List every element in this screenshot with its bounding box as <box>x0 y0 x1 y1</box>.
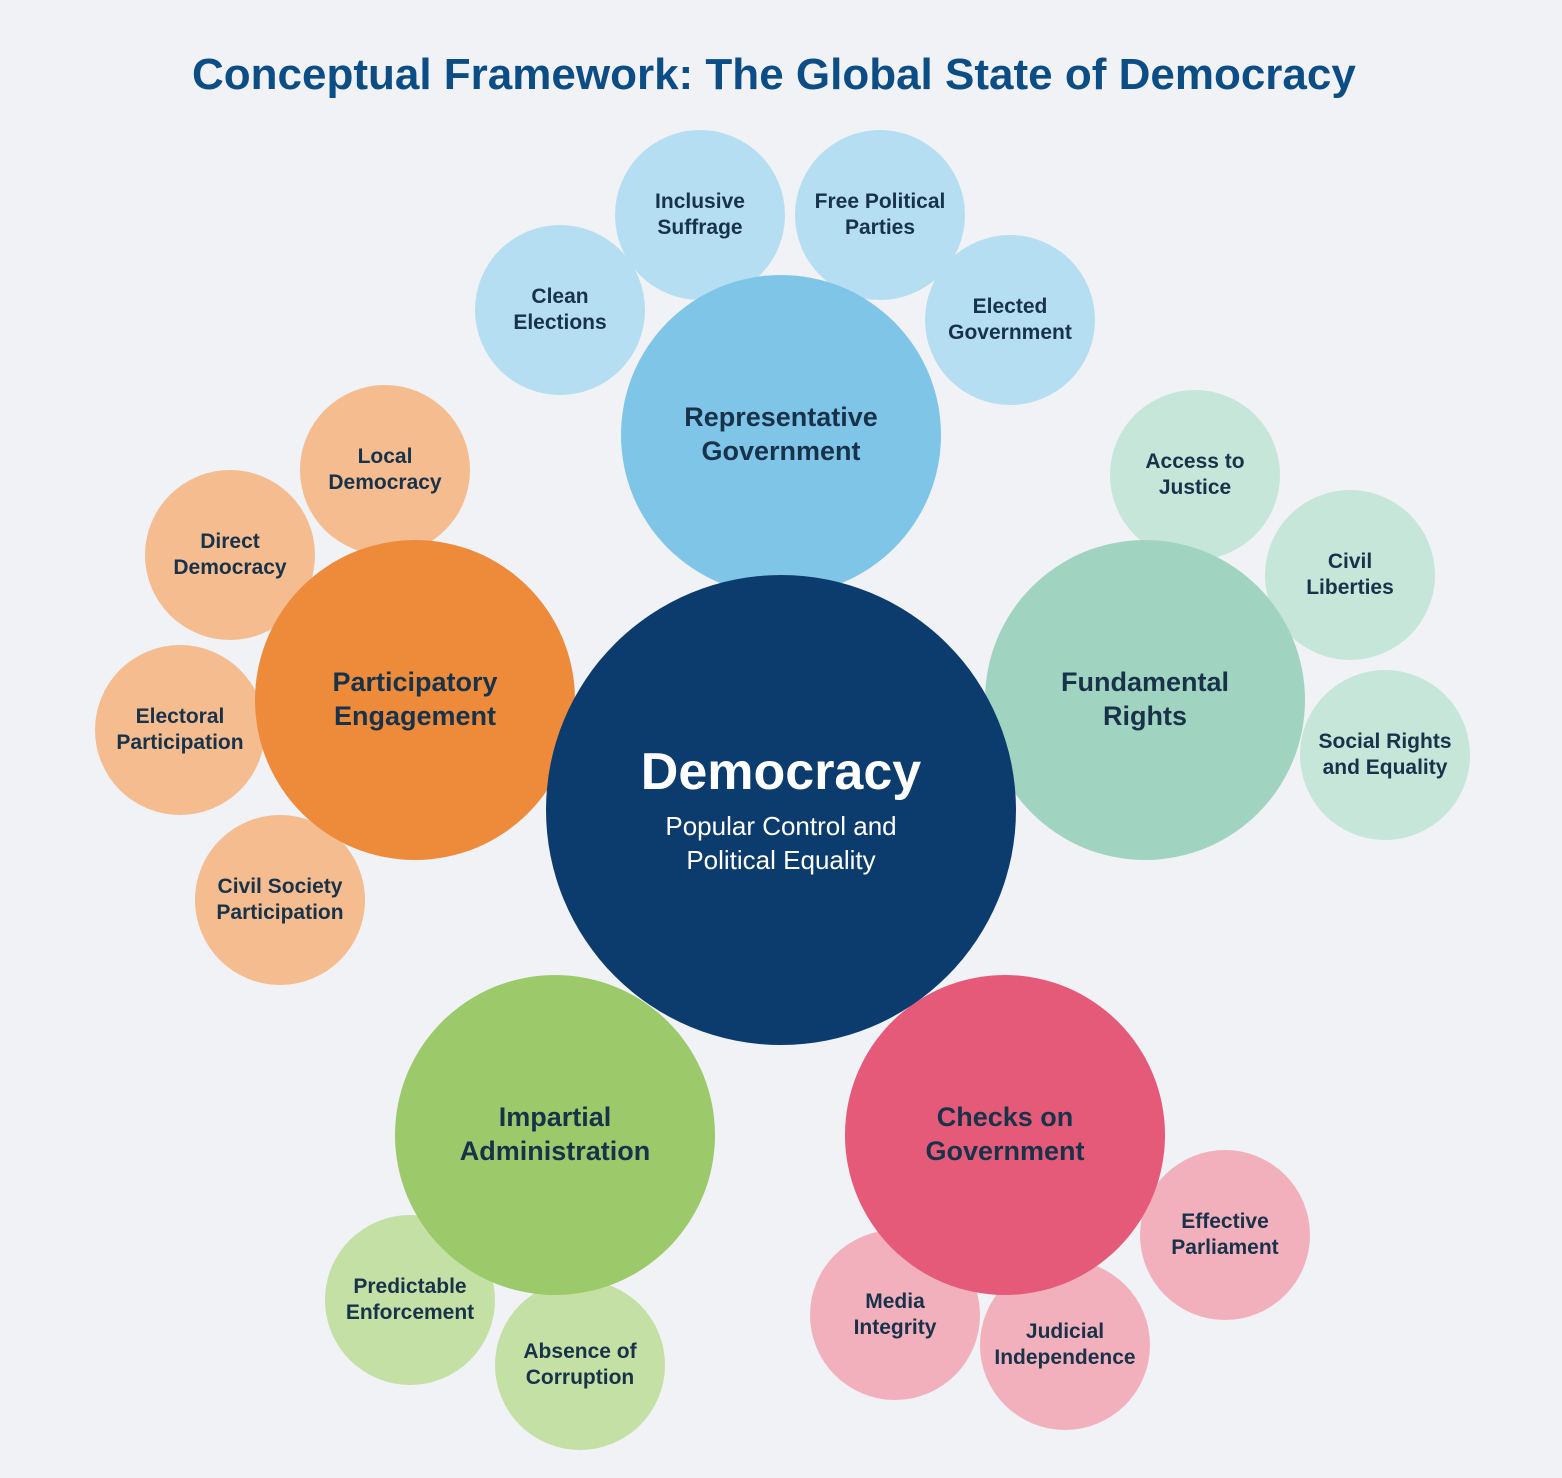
sub-label-civil-society-participation: Civil SocietyParticipation <box>208 874 351 927</box>
pillar-label-impartial-administration: ImpartialAdministration <box>452 1101 659 1169</box>
center-circle: Democracy Popular Control andPolitical Eq… <box>546 575 1016 1045</box>
center-subtitle: Popular Control andPolitical Equality <box>665 810 896 878</box>
sub-label-free-political-parties: Free PoliticalParties <box>807 189 954 242</box>
sub-label-absence-of-corruption: Absence ofCorruption <box>515 1339 644 1392</box>
sub-label-judicial-independence: JudicialIndependence <box>986 1319 1143 1372</box>
sub-local-democracy: LocalDemocracy <box>300 385 470 555</box>
pillar-label-participatory-engagement: ParticipatoryEngagement <box>324 666 505 734</box>
sub-label-elected-government: ElectedGovernment <box>940 294 1080 347</box>
sub-label-civil-liberties: CivilLiberties <box>1298 549 1402 602</box>
sub-label-inclusive-suffrage: InclusiveSuffrage <box>647 189 753 242</box>
pillar-label-representative-government: RepresentativeGovernment <box>676 401 886 469</box>
sub-label-direct-democracy: DirectDemocracy <box>165 529 294 582</box>
pillar-label-checks-on-government: Checks onGovernment <box>917 1101 1092 1169</box>
sub-inclusive-suffrage: InclusiveSuffrage <box>615 130 785 300</box>
pillar-fundamental-rights: FundamentalRights <box>985 540 1305 860</box>
sub-access-to-justice: Access toJustice <box>1110 390 1280 560</box>
sub-effective-parliament: EffectiveParliament <box>1140 1150 1310 1320</box>
center-title: Democracy <box>641 742 921 802</box>
sub-label-media-integrity: MediaIntegrity <box>846 1289 945 1342</box>
sub-label-social-rights-equality: Social Rightsand Equality <box>1310 729 1459 782</box>
sub-social-rights-equality: Social Rightsand Equality <box>1300 670 1470 840</box>
pillar-participatory-engagement: ParticipatoryEngagement <box>255 540 575 860</box>
sub-label-access-to-justice: Access toJustice <box>1137 449 1252 502</box>
sub-label-local-democracy: LocalDemocracy <box>320 444 449 497</box>
sub-label-effective-parliament: EffectiveParliament <box>1163 1209 1286 1262</box>
sub-absence-of-corruption: Absence ofCorruption <box>495 1280 665 1450</box>
sub-label-clean-elections: CleanElections <box>505 284 614 337</box>
pillar-checks-on-government: Checks onGovernment <box>845 975 1165 1295</box>
pillar-label-fundamental-rights: FundamentalRights <box>1053 666 1237 734</box>
sub-electoral-participation: ElectoralParticipation <box>95 645 265 815</box>
sub-clean-elections: CleanElections <box>475 225 645 395</box>
sub-label-electoral-participation: ElectoralParticipation <box>108 704 251 757</box>
sub-label-predictable-enforcement: PredictableEnforcement <box>338 1274 482 1327</box>
pillar-impartial-administration: ImpartialAdministration <box>395 975 715 1295</box>
diagram-canvas: CleanElections InclusiveSuffrage Free Poli… <box>0 0 1562 1478</box>
pillar-representative-government: RepresentativeGovernment <box>621 275 941 595</box>
sub-elected-government: ElectedGovernment <box>925 235 1095 405</box>
